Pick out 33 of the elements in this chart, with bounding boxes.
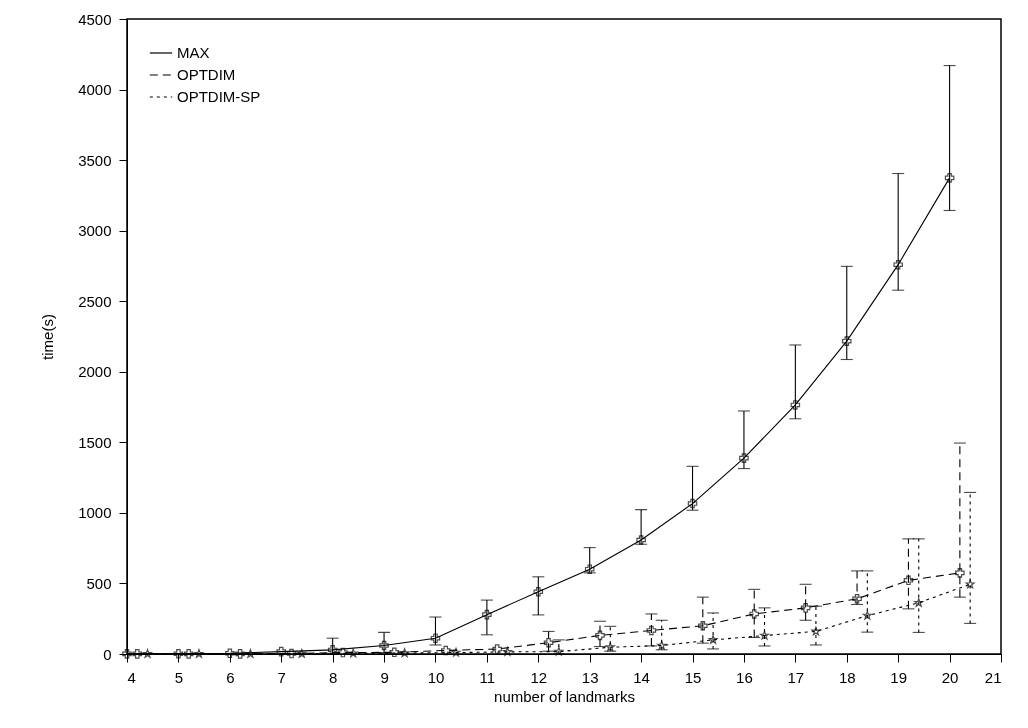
y-tick-label: 3000 <box>78 222 112 240</box>
y-tick-label: 4000 <box>78 81 112 99</box>
x-tick-label: 4 <box>127 668 136 686</box>
x-tick-label: 7 <box>277 668 286 686</box>
x-tick-label: 9 <box>380 668 389 686</box>
x-tick-label: 12 <box>530 668 548 686</box>
x-tick-label: 17 <box>787 668 805 686</box>
x-tick-label: 8 <box>328 668 338 686</box>
legend-label: OPTDIM <box>177 66 236 83</box>
x-tick-label: 16 <box>736 668 753 686</box>
x-tick-label: 21 <box>984 668 1002 686</box>
x-axis-title: number of landmarks <box>494 687 635 705</box>
x-tick-label: 19 <box>890 668 908 686</box>
x-tick-label: 13 <box>581 668 599 686</box>
y-tick-label: 4500 <box>78 10 112 28</box>
legend-label: MAX <box>177 44 210 61</box>
y-tick-label: 2500 <box>78 292 112 310</box>
y-tick-label: 1000 <box>78 504 112 522</box>
y-tick-label: 500 <box>86 574 112 592</box>
x-tick-label: 11 <box>479 668 496 686</box>
x-tick-label: 10 <box>427 668 445 686</box>
y-tick-label: 3500 <box>78 151 112 169</box>
x-tick-label: 15 <box>684 668 702 686</box>
x-tick-label: 5 <box>174 668 184 686</box>
x-tick-label: 18 <box>838 668 856 686</box>
legend-label: OPTDIM-SP <box>177 88 261 105</box>
y-tick-label: 1500 <box>78 433 112 451</box>
y-axis-title: time(s) <box>39 314 57 360</box>
y-tick-label: 2000 <box>78 363 112 381</box>
x-tick-label: 14 <box>633 668 650 686</box>
x-tick-label: 6 <box>226 668 235 686</box>
y-tick-label: 0 <box>103 645 112 663</box>
x-tick-label: 20 <box>941 668 959 686</box>
